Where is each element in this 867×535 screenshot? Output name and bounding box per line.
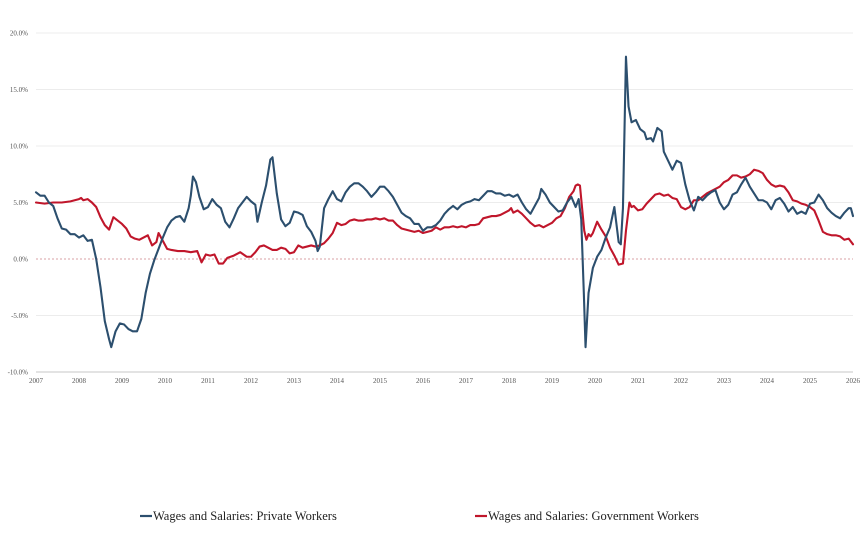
x-tick-label: 2008 xyxy=(72,377,87,385)
legend: Wages and Salaries: Private Workers Wage… xyxy=(140,509,699,523)
y-tick-label: 10.0% xyxy=(10,143,28,151)
x-tick-label: 2021 xyxy=(631,377,646,385)
x-tick-label: 2007 xyxy=(29,377,44,385)
y-tick-label: 20.0% xyxy=(10,30,28,38)
x-tick-label: 2020 xyxy=(588,377,603,385)
x-tick-label: 2011 xyxy=(201,377,215,385)
legend-label-government-workers: Wages and Salaries: Government Workers xyxy=(488,509,699,523)
x-tick-label: 2017 xyxy=(459,377,474,385)
series-line-government-workers xyxy=(34,168,855,266)
y-tick-label: -5.0% xyxy=(11,312,28,320)
legend-label-private-workers: Wages and Salaries: Private Workers xyxy=(153,509,337,523)
x-axis-tick-labels: 2007 2008 2009 2010 2011 2012 2013 2014 2015 2016… xyxy=(29,377,861,385)
series-line-private-workers xyxy=(34,55,855,349)
x-tick-label: 2022 xyxy=(674,377,689,385)
x-tick-label: 2016 xyxy=(416,377,431,385)
x-tick-label: 2013 xyxy=(287,377,302,385)
x-tick-label: 2025 xyxy=(803,377,818,385)
y-tick-label: 15.0% xyxy=(10,86,28,94)
x-tick-label: 2024 xyxy=(760,377,775,385)
series-lines xyxy=(34,55,855,349)
x-tick-label: 2018 xyxy=(502,377,517,385)
x-tick-label: 2009 xyxy=(115,377,130,385)
gridlines xyxy=(36,32,853,373)
x-tick-label: 2019 xyxy=(545,377,560,385)
y-tick-label: -10.0% xyxy=(8,369,29,377)
y-axis-tick-labels: 20.0% 15.0% 10.0% 5.0% 0.0% -5.0% -10.0% xyxy=(8,30,29,377)
x-tick-label: 2023 xyxy=(717,377,732,385)
y-tick-label: 0.0% xyxy=(13,256,28,264)
x-tick-label: 2015 xyxy=(373,377,388,385)
x-tick-label: 2026 xyxy=(846,377,861,385)
x-tick-label: 2014 xyxy=(330,377,345,385)
y-tick-label: 5.0% xyxy=(13,199,28,207)
x-tick-label: 2012 xyxy=(244,377,259,385)
x-tick-label: 2010 xyxy=(158,377,173,385)
